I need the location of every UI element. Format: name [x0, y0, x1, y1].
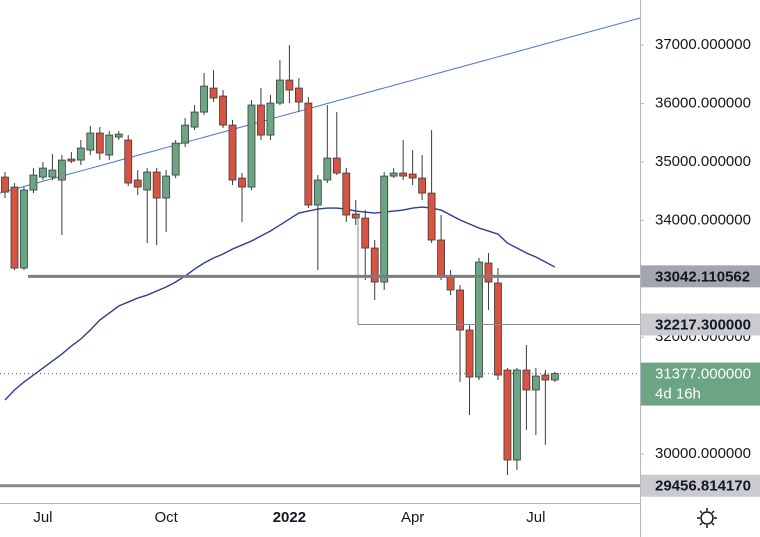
x-tick-label: Apr: [401, 509, 424, 526]
candle-body: [513, 369, 521, 461]
candle-body: [408, 173, 417, 179]
candle-body: [266, 102, 275, 136]
candle-body: [143, 171, 152, 191]
price-axis: 30000.00000032000.00000034000.0000003500…: [640, 36, 760, 497]
x-tick-label: Oct: [154, 509, 178, 526]
y-tick-label: 37000.000000: [655, 36, 751, 53]
moving-average: [4, 206, 556, 401]
candle-body: [370, 247, 379, 283]
candle-body: [228, 124, 237, 181]
countdown-label: 4d 16h: [655, 386, 701, 403]
candle-body: [380, 175, 389, 283]
candle-body: [105, 134, 114, 156]
candle-body: [399, 172, 408, 177]
candle-body: [39, 167, 47, 178]
trendline-extension: [554, 17, 641, 42]
x-tick-label: Jul: [33, 509, 52, 526]
candle-body: [304, 102, 313, 206]
candle-body: [503, 369, 512, 461]
candle-body: [238, 177, 246, 188]
y-tick-label: 30000.000000: [655, 445, 751, 462]
candle-body: [133, 179, 142, 188]
candle-body: [257, 104, 265, 136]
candle-body: [20, 189, 28, 269]
candle-body: [67, 158, 76, 162]
candle-body: [95, 132, 104, 154]
level-label-box: [641, 474, 760, 497]
last-price-label: 31377.000000: [655, 366, 751, 383]
y-tick-label: 34000.000000: [655, 211, 751, 228]
candle-body: [522, 369, 531, 391]
y-tick-label: 36000.000000: [655, 95, 751, 112]
candle-body: [427, 192, 436, 241]
last-price-box: [641, 362, 760, 406]
candle-body: [76, 147, 85, 161]
candle-body: [351, 213, 360, 219]
candle-body: [437, 239, 445, 277]
candle-body: [294, 87, 303, 103]
candle-body: [86, 132, 95, 151]
level-label-box: [641, 313, 760, 336]
candle-body: [10, 186, 19, 269]
candle-body: [323, 157, 332, 181]
y-tick-label: 35000.000000: [655, 153, 751, 170]
candle-body: [541, 374, 550, 381]
candle-body: [456, 289, 464, 331]
settings-icon-spokes[interactable]: [697, 508, 717, 528]
candle-body: [484, 262, 493, 283]
candle-body: [465, 329, 474, 378]
candle-body: [29, 174, 38, 191]
x-tick-label: 2022: [273, 509, 306, 526]
candle-body: [200, 85, 208, 113]
candle-body: [48, 169, 57, 178]
candle-body: [247, 104, 256, 188]
candle-body: [550, 373, 559, 381]
candle-body: [418, 177, 427, 194]
candle-body: [313, 179, 322, 206]
candle-body: [361, 217, 370, 249]
candle-body: [181, 124, 190, 144]
candle-body: [389, 172, 398, 177]
candle-body: [285, 79, 294, 91]
settings-icon-ring[interactable]: [700, 511, 714, 525]
settings-icon[interactable]: [697, 508, 717, 528]
trendline: [4, 40, 555, 193]
candle-body: [171, 142, 180, 176]
candle-body: [1, 176, 9, 193]
level-label: 32217.300000: [655, 316, 751, 333]
candle-body: [190, 111, 199, 128]
candle-body: [276, 79, 284, 104]
candle-body: [475, 261, 483, 378]
candle-body: [114, 133, 123, 138]
candle-body: [531, 375, 540, 391]
candle-body: [494, 282, 502, 376]
x-tick-label: Jul: [526, 509, 545, 526]
candle-body: [209, 87, 218, 99]
candle-body: [152, 171, 161, 199]
candle-body: [124, 139, 133, 184]
candle-body: [342, 172, 351, 216]
candle-body: [332, 157, 341, 174]
candle-body: [57, 159, 66, 181]
level-label-box: [641, 265, 760, 288]
level-label: 29456.814170: [655, 478, 751, 495]
level-label: 33042.110562: [655, 268, 750, 285]
plot-area: [0, 17, 641, 488]
candle-body: [162, 175, 171, 199]
candle-body: [219, 95, 227, 126]
candle-body: [446, 275, 455, 291]
